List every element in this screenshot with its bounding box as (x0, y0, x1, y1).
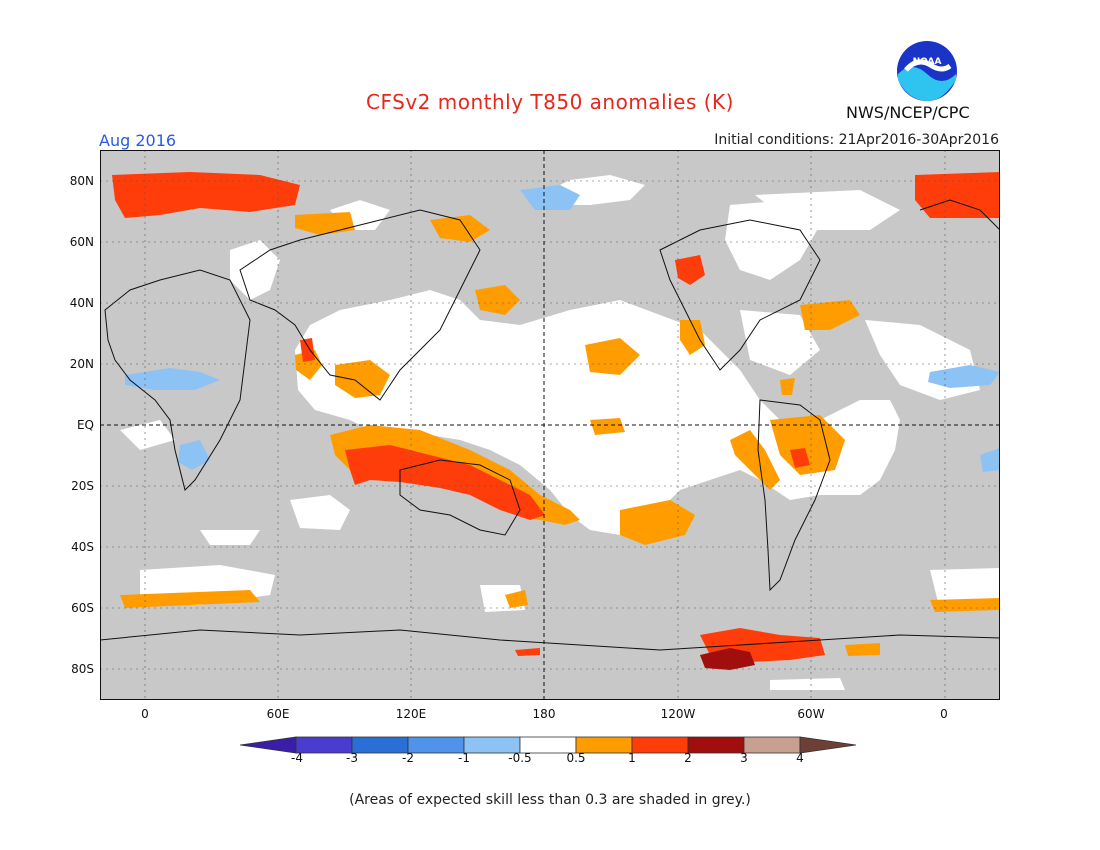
svg-text:NOAA: NOAA (913, 57, 942, 67)
lon-label: 0 (141, 707, 149, 721)
lat-label: EQ (76, 418, 94, 432)
noaa-logo: NOAA (897, 41, 957, 102)
chart-title: CFSv2 monthly T850 anomalies (K) (366, 90, 734, 114)
lat-label: 20N (69, 357, 94, 371)
lon-label: 0 (940, 707, 948, 721)
lon-label: 60E (266, 707, 290, 721)
lat-label: 40S (71, 540, 94, 554)
graticule (100, 150, 1000, 700)
colorbar-segment (799, 736, 857, 754)
initial-conditions: Initial conditions: 21Apr2016-30Apr2016 (714, 132, 999, 148)
colorbar-label: 3 (740, 751, 748, 765)
lat-label: 60S (71, 601, 94, 615)
agency-label: NWS/NCEP/CPC (846, 103, 970, 122)
anomaly-1-2-regions (112, 172, 1000, 662)
colorbar-label: -0.5 (508, 751, 532, 765)
colorbar-label: 1 (628, 751, 636, 765)
colorbar-label: 0.5 (566, 751, 586, 765)
negative-anomaly-regions (125, 185, 1000, 472)
lon-label: 120W (660, 707, 696, 721)
equator-dateline (100, 150, 1000, 700)
colorbar-label: -1 (458, 751, 470, 765)
colorbar-label: 2 (684, 751, 692, 765)
lat-label: 80N (69, 174, 94, 188)
lat-label: 20S (71, 479, 94, 493)
lon-label: 180 (532, 707, 556, 721)
neutral-anomaly-regions (120, 175, 1000, 690)
anomaly-2-3-regions (700, 648, 755, 670)
forecast-month: Aug 2016 (99, 131, 177, 150)
skill-footnote: (Areas of expected skill less than 0.3 a… (349, 792, 751, 808)
lon-label: 120E (395, 707, 427, 721)
colorbar (240, 736, 857, 754)
colorbar-label: -4 (291, 751, 303, 765)
lon-label: 60W (797, 707, 825, 721)
colorbar-label: -3 (346, 751, 358, 765)
lat-label: 40N (69, 296, 94, 310)
colorbar-label: 4 (796, 751, 804, 765)
world-map (100, 150, 1000, 700)
lat-label: 80S (71, 662, 94, 676)
colorbar-label: -2 (402, 751, 414, 765)
lat-label: 60N (69, 235, 94, 249)
coastlines (100, 199, 1000, 651)
